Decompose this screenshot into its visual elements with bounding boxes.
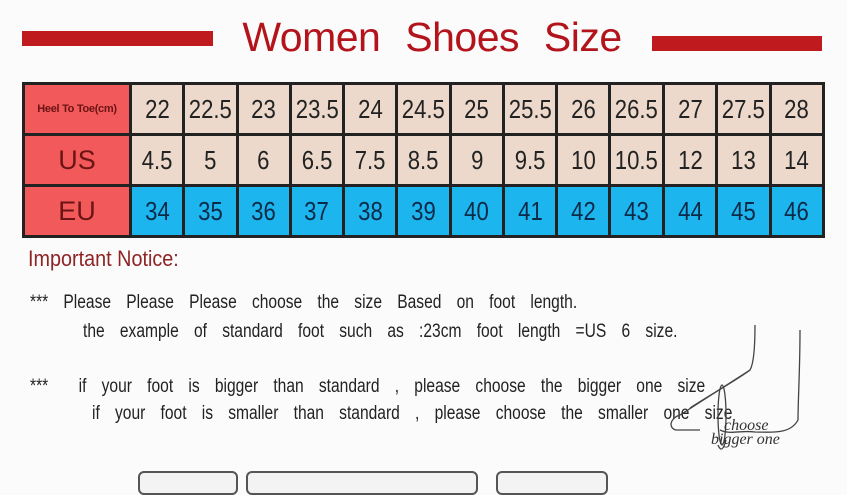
size-value: 22 [144,93,170,124]
size-cell: 45 [715,184,772,238]
size-cell: 46 [768,184,825,238]
size-value: 35 [198,195,223,226]
size-cell: 25 [448,82,505,136]
size-cell: 4.5 [129,133,185,187]
notice-heading: Important Notice: [28,246,179,271]
size-cell: 37 [288,184,346,238]
size-cell: 27.5 [715,82,772,136]
notice-line-3: *** if your foot is bigger than standard… [30,376,706,397]
size-value: 22.5 [188,93,232,124]
size-cell: 25.5 [501,82,559,136]
size-value: 26.5 [615,93,659,124]
size-cell: 34 [129,184,185,238]
size-value: 9.5 [514,144,546,175]
notice-line-2: the example of standard foot such as :23… [83,321,678,342]
size-value: 25 [464,93,490,124]
table-row: US 4.5 5 6 6.5 7.5 8.5 9 9.5 10 10.5 12 13 14 [22,133,825,187]
size-cell: 39 [395,184,452,238]
size-cell: 8.5 [395,133,452,187]
size-value: 34 [144,195,170,226]
size-value: 23 [251,93,276,124]
size-cell: 10 [555,133,612,187]
size-value: 39 [411,195,436,226]
size-value: 36 [251,195,276,226]
size-cell: 22 [129,82,185,136]
size-cell: 23.5 [288,82,346,136]
bottom-box-1 [138,471,238,495]
size-cell: 28 [768,82,825,136]
size-cell: 41 [501,184,559,238]
size-cell: 26.5 [608,82,666,136]
row-label: US [22,133,132,187]
bottom-box-3 [496,471,608,495]
size-value: 10 [571,144,596,175]
size-value: 44 [677,195,703,226]
size-cell: 7.5 [342,133,399,187]
size-value: 6.5 [301,144,333,175]
row-label: EU [22,184,132,238]
size-value: 41 [517,195,543,226]
title-bar-right [652,36,822,51]
size-cell: 40 [448,184,505,238]
size-cell: 6 [235,133,292,187]
size-value: 37 [304,195,330,226]
size-value: 46 [784,195,809,226]
size-value: 27 [677,93,703,124]
size-cell: 24 [342,82,399,136]
size-cell: 12 [662,133,719,187]
size-value: 26 [571,93,596,124]
size-value: 8.5 [408,144,439,175]
table-row: EU 34 35 36 37 38 39 40 41 42 43 44 45 46 [22,184,825,238]
row-label: Heel To Toe(cm) [22,82,132,136]
size-cell: 23 [235,82,292,136]
notice-line-1: *** Please Please Please choose the size… [30,292,578,313]
size-cell: 42 [555,184,612,238]
size-value: 5 [204,144,217,175]
size-value: 12 [677,144,703,175]
size-value: 24 [357,93,383,124]
size-value: 7.5 [354,144,386,175]
size-cell: 27 [662,82,719,136]
notice-line-4: if your foot is smaller than standard , … [92,403,733,424]
size-cell: 44 [662,184,719,238]
size-cell: 6.5 [288,133,346,187]
size-value: 14 [784,144,809,175]
size-value: 25.5 [508,93,552,124]
size-chart-table: Heel To Toe(cm) 22 22.5 23 23.5 24 24.5 25 25.5 2… [22,82,825,238]
size-value: 9 [470,144,483,175]
size-value: 6 [257,144,270,175]
size-cell: 35 [182,184,239,238]
size-cell: 13 [715,133,772,187]
page-title: Women Shoes Size [242,14,622,60]
size-cell: 43 [608,184,666,238]
size-value: 40 [464,195,490,226]
size-cell: 14 [768,133,825,187]
size-value: 43 [624,195,650,226]
size-value: 24.5 [402,93,446,124]
size-value: 13 [731,144,756,175]
size-value: 45 [731,195,756,226]
size-value: 4.5 [141,144,173,175]
table-row: Heel To Toe(cm) 22 22.5 23 23.5 24 24.5 25 25.5 2… [22,82,825,136]
foot-sketch-icon [670,324,801,450]
size-value: 10.5 [615,144,659,175]
size-value: 23.5 [295,93,339,124]
size-cell: 22.5 [182,82,239,136]
size-cell: 24.5 [395,82,452,136]
size-value: 27.5 [721,93,765,124]
size-cell: 9.5 [501,133,559,187]
size-cell: 9 [448,133,505,187]
size-value: 38 [357,195,383,226]
size-cell: 38 [342,184,399,238]
size-cell: 5 [182,133,239,187]
size-value: 28 [784,93,809,124]
title-bar-left [22,31,213,46]
foot-caption-choose: choose [724,417,769,434]
size-cell: 26 [555,82,612,136]
foot-caption-bigger: bigger one [711,431,780,448]
size-cell: 10.5 [608,133,666,187]
bottom-box-2 [246,471,478,495]
size-value: 42 [571,195,596,226]
size-cell: 36 [235,184,292,238]
